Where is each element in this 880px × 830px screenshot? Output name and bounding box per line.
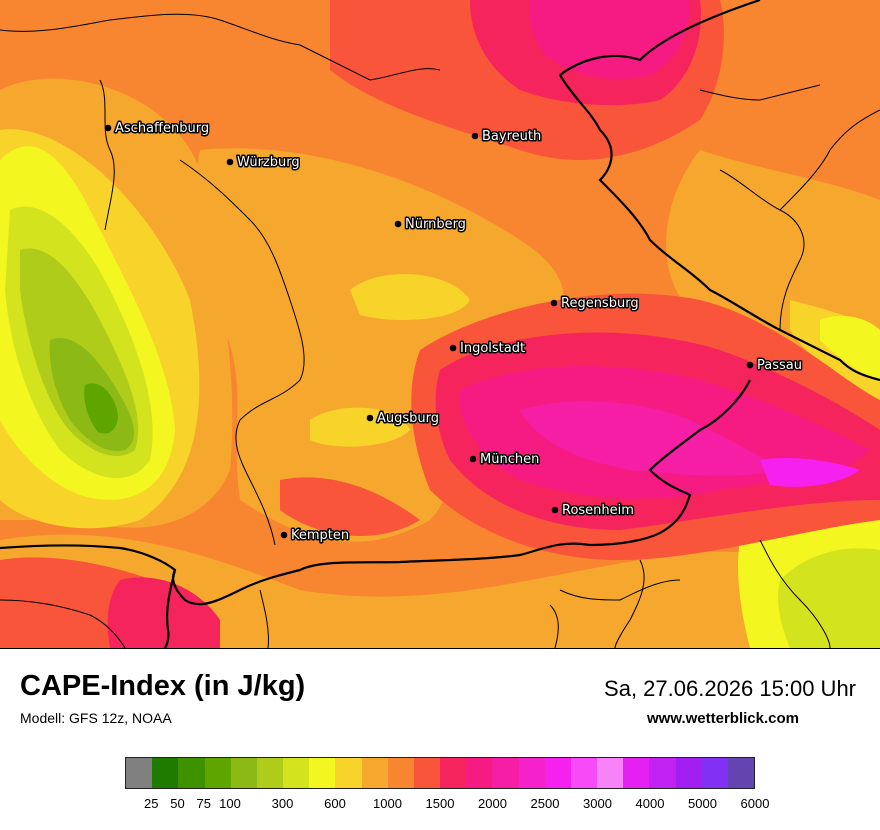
- city-marker[interactable]: Ingolstadt: [449, 340, 527, 358]
- city-marker[interactable]: Rosenheim: [551, 502, 635, 520]
- legend-tick-label: 2500: [530, 796, 560, 811]
- field-red-southwest: [107, 577, 220, 648]
- city-marker[interactable]: Nürnberg: [394, 216, 467, 234]
- map-borders: [0, 0, 880, 648]
- city-marker[interactable]: Aschaffenburg: [104, 120, 211, 138]
- field-yellow-orange-center: [350, 273, 470, 320]
- field-red-orange-south: [280, 477, 420, 537]
- map-title: CAPE-Index (in J/kg): [20, 670, 306, 702]
- legend-swatch: [309, 758, 336, 788]
- city-label: Ingolstadt: [460, 341, 525, 356]
- field-pink-north: [529, 0, 690, 79]
- legend-swatch: [727, 758, 755, 788]
- city-label: Würzburg: [237, 155, 300, 170]
- legend-tick-label: 1000: [373, 796, 402, 811]
- legend-swatch: [283, 758, 310, 788]
- legend-swatch: [413, 758, 441, 788]
- legend-tick-label: 2000: [478, 796, 507, 811]
- legend-tick-label: 100: [219, 796, 241, 811]
- legend-color-bar: [125, 757, 755, 789]
- city-marker[interactable]: Kempten: [280, 527, 351, 545]
- legend-swatch: [152, 758, 179, 788]
- legend-swatch: [623, 758, 650, 788]
- cape-map[interactable]: Aschaffenburg Würzburg Bayreuth Nürnberg…: [0, 0, 880, 649]
- legend-tick-label: 4000: [635, 796, 665, 811]
- country-border-czech: [559, 74, 880, 382]
- city-label: Rosenheim: [562, 503, 634, 518]
- field-green-west: [84, 383, 118, 434]
- field-orange-light-south: [0, 534, 880, 648]
- legend-swatch: [361, 758, 388, 788]
- legend-swatch: [387, 758, 414, 788]
- state-borders: [0, 13, 880, 648]
- city-label: Regensburg: [561, 296, 639, 311]
- legend-swatch: [335, 758, 362, 788]
- city-marker[interactable]: Würzburg: [226, 154, 301, 172]
- legend-tick-label: 3000: [583, 796, 612, 811]
- legend-tick-label: 50: [170, 796, 185, 811]
- legend-swatch: [544, 758, 571, 788]
- city-label: München: [480, 452, 539, 467]
- city-label: Aschaffenburg: [115, 121, 209, 136]
- city-label: Nürnberg: [405, 217, 466, 232]
- field-magenta-bright-east: [760, 458, 860, 487]
- city-marker[interactable]: Bayreuth: [471, 128, 543, 146]
- legend-tick-label: 75: [196, 796, 211, 811]
- legend-swatch: [230, 758, 257, 788]
- legend-swatch: [649, 758, 676, 788]
- forecast-datetime: Sa, 27.06.2026 15:00 Uhr: [604, 676, 856, 701]
- legend-tick-label: 1500: [425, 796, 455, 811]
- city-label: Passau: [757, 358, 802, 373]
- legend-swatch: [701, 758, 728, 788]
- model-info: Modell: GFS 12z, NOAA: [20, 710, 172, 726]
- legend-tick-label: 6000: [740, 796, 770, 811]
- city-marker[interactable]: Augsburg: [366, 410, 441, 428]
- legend-swatch: [570, 758, 598, 788]
- legend-tick-label: 600: [324, 796, 346, 811]
- legend-ticks: 25 50 75 100 300 600 1000 1500 2000 2500 3000 4000 5…: [0, 796, 880, 814]
- legend-swatch: [126, 758, 153, 788]
- legend-swatch: [204, 758, 231, 788]
- city-marker[interactable]: Passau: [746, 357, 803, 375]
- country-border-austria: [171, 379, 751, 606]
- legend-swatch: [597, 758, 624, 788]
- legend-swatch: [466, 758, 493, 788]
- legend-tick-label: 5000: [688, 796, 717, 811]
- city-markers: Aschaffenburg Würzburg Bayreuth Nürnberg…: [104, 120, 803, 545]
- city-marker[interactable]: Regensburg: [550, 295, 640, 313]
- field-yellow-east: [820, 315, 880, 380]
- field-yellow-orange-augsburg: [310, 407, 410, 447]
- legend-swatch: [492, 758, 519, 788]
- country-border-swiss: [0, 544, 177, 648]
- legend-tick-label: 300: [271, 796, 294, 811]
- field-orange-light: [196, 148, 564, 542]
- field-magenta-center: [520, 401, 780, 476]
- legend-swatch: [518, 758, 545, 788]
- legend-swatch: [256, 758, 284, 788]
- city-label: Augsburg: [377, 411, 439, 426]
- city-marker[interactable]: München: [469, 451, 541, 469]
- country-border: [559, 0, 761, 76]
- city-label: Kempten: [291, 528, 349, 543]
- website-link[interactable]: www.wetterblick.com: [647, 710, 799, 727]
- cape-map-canvas: Aschaffenburg Würzburg Bayreuth Nürnberg…: [0, 0, 880, 648]
- city-label: Bayreuth: [482, 129, 541, 144]
- field-lime-southeast: [778, 548, 880, 648]
- legend-tick-label: 25: [144, 796, 159, 811]
- legend-swatch: [440, 758, 467, 788]
- legend-swatch: [178, 758, 205, 788]
- legend-swatch: [675, 758, 702, 788]
